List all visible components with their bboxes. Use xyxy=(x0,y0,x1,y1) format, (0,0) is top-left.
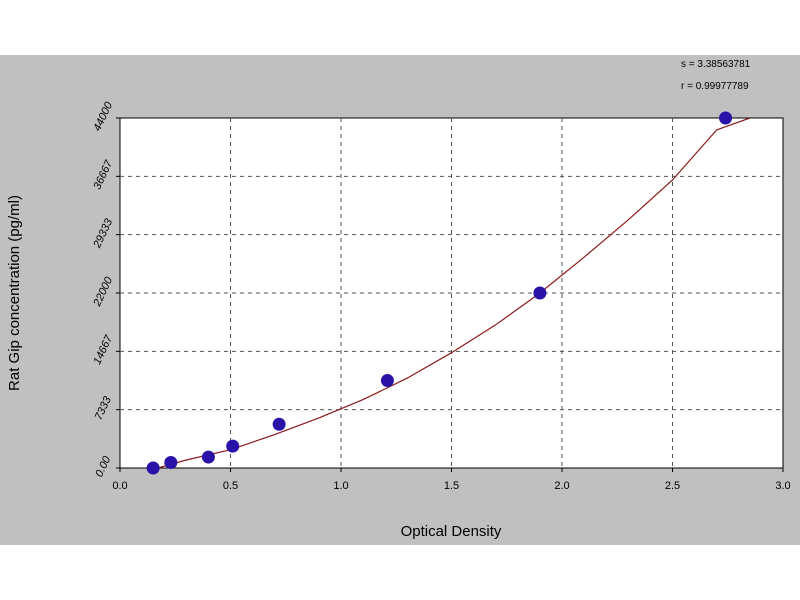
y-tick-label: 7333 xyxy=(93,394,115,422)
data-points xyxy=(146,111,733,475)
data-point xyxy=(146,461,160,475)
x-tick-label: 0.0 xyxy=(112,480,127,492)
y-tick-label: 22000 xyxy=(91,275,116,309)
x-tick-label: 0.5 xyxy=(223,480,238,492)
data-point xyxy=(164,456,178,470)
data-point xyxy=(719,111,733,125)
x-axis-title: Optical Density xyxy=(401,523,502,540)
x-tick-label: 3.0 xyxy=(775,480,790,492)
data-point xyxy=(380,374,394,387)
data-point xyxy=(201,450,215,464)
y-tick-label: 44000 xyxy=(91,100,115,134)
data-point xyxy=(533,286,547,300)
data-point xyxy=(272,417,286,431)
stat-s: s = 3.38563781 xyxy=(681,59,751,70)
data-point xyxy=(226,439,240,453)
gridlines xyxy=(120,118,783,468)
y-tick-label: 14667 xyxy=(91,333,115,367)
stat-r: r = 0.99977789 xyxy=(681,81,749,92)
x-tick-label: 2.5 xyxy=(665,480,680,492)
y-tick-label: 29333 xyxy=(91,216,116,250)
calibration-chart: 0.0 0.5 1.0 1.5 2.0 2.5 3.0 0.00 7333 14667 22000 2… xyxy=(6,59,791,540)
fit-curve xyxy=(155,118,751,468)
chart-panel: 0.0 0.5 1.0 1.5 2.0 2.5 3.0 0.00 7333 14667 22000 2… xyxy=(0,55,800,545)
x-tick-label: 1.0 xyxy=(333,480,348,492)
x-tick-label: 1.5 xyxy=(444,480,459,492)
y-tick-label: 0.00 xyxy=(93,454,113,479)
fit-curve-group xyxy=(155,118,751,468)
y-axis-title: Rat Gip concentration (pg/ml) xyxy=(6,195,23,391)
y-tick-label: 36667 xyxy=(91,158,115,192)
x-tick-label: 2.0 xyxy=(554,480,569,492)
